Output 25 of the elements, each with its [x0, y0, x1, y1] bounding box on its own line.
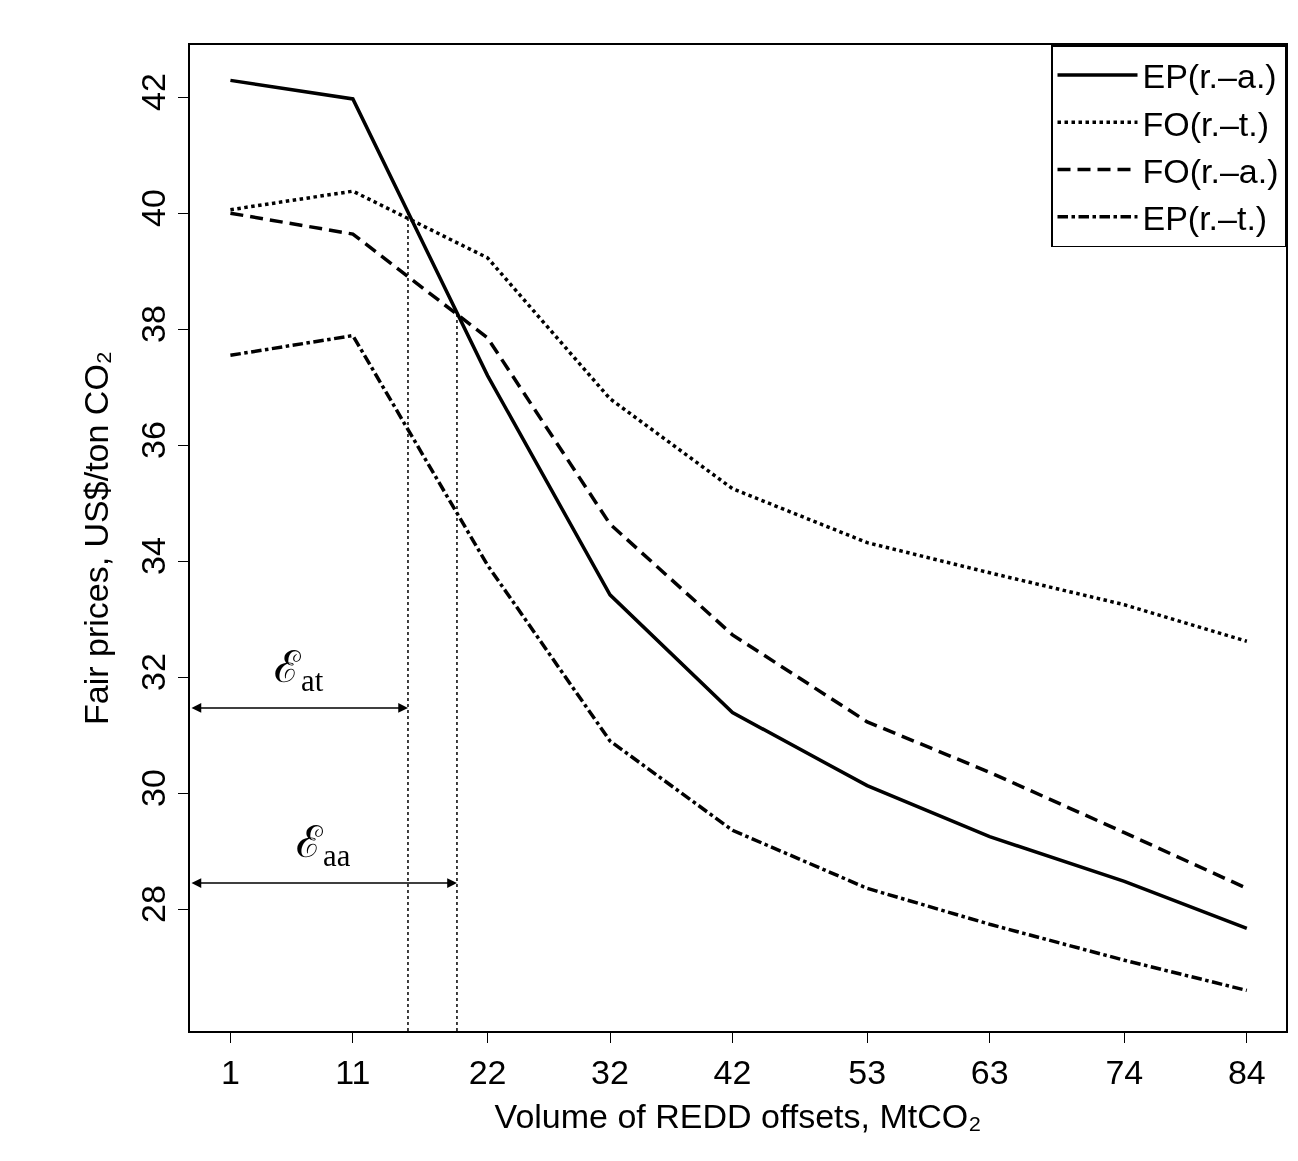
- legend-label: FO(r.–a.): [1142, 151, 1279, 190]
- annotation: ℰ$_{at}$: [274, 643, 324, 699]
- x-tick-label: 1: [220, 1052, 240, 1091]
- y-tick-label: 38: [133, 305, 172, 344]
- legend-label: FO(r.–t.): [1142, 104, 1270, 143]
- x-tick-label: 74: [1105, 1052, 1144, 1091]
- x-tick-label: 11: [335, 1052, 371, 1091]
- y-tick-label: 36: [133, 421, 172, 460]
- x-tick-label: 63: [970, 1052, 1009, 1091]
- y-tick-label: 32: [133, 653, 172, 692]
- x-tick-label: 84: [1227, 1052, 1266, 1091]
- legend-label: EP(r.–t.): [1142, 198, 1268, 237]
- y-tick-label: 28: [133, 885, 172, 924]
- y-tick-label: 40: [133, 189, 172, 228]
- x-axis-title: Volume of REDD offsets, MtCO₂: [494, 1097, 982, 1136]
- annotation: ℰ$_{aa}$: [296, 818, 351, 874]
- x-tick-label: 42: [713, 1052, 752, 1091]
- legend-label: EP(r.–a.): [1142, 57, 1277, 96]
- y-tick-label: 30: [133, 769, 172, 808]
- y-tick-label: 42: [133, 73, 172, 112]
- y-axis-title: Fair prices, US$/ton CO₂: [76, 350, 115, 726]
- y-tick-label: 34: [133, 537, 172, 576]
- x-tick-label: 32: [591, 1052, 629, 1091]
- x-tick-label: 22: [468, 1052, 507, 1091]
- x-tick-label: 53: [848, 1052, 887, 1091]
